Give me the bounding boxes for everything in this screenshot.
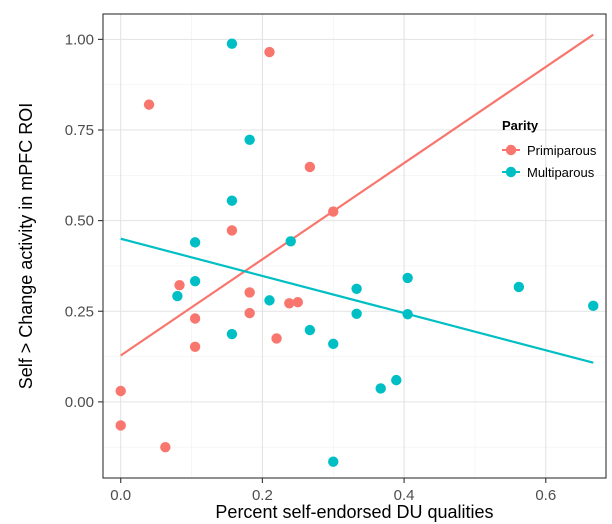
data-point-primiparous [115,420,126,431]
data-point-primiparous [160,441,171,453]
data-point-primiparous [244,287,255,298]
fit-lines [120,33,594,364]
legend: Parity Primiparous Multiparous [502,118,597,180]
fit-line-primiparous [120,33,594,357]
data-point-multiparous [244,134,255,145]
legend-title: Parity [502,118,539,133]
y-tick-label: 0.25 [65,303,94,320]
data-point-primiparous [284,298,295,309]
data-point-multiparous [328,456,339,467]
data-point-multiparous [189,275,201,287]
legend-item-primiparous: Primiparous [502,143,597,158]
data-points [115,38,599,467]
data-point-primiparous [115,385,126,397]
data-point-multiparous [285,236,296,247]
data-point-multiparous [351,283,362,294]
data-point-primiparous [271,333,282,344]
panel-border [102,13,607,479]
x-axis-title: Percent self-endorsed DU qualities [215,502,493,522]
data-point-multiparous [226,38,238,49]
data-point-multiparous [304,324,316,336]
y-axis-title: Self > Change activity in mPFC ROI [16,103,36,390]
data-point-primiparous [189,341,201,352]
legend-key-dot [505,166,517,178]
data-point-multiparous [588,300,599,312]
data-point-multiparous [189,237,201,248]
fit-line-multiparous [120,237,594,364]
data-point-multiparous [391,374,402,386]
y-tick-label: 0.75 [65,122,94,139]
y-tick-label: 1.00 [65,31,94,48]
data-point-primiparous [189,313,201,324]
data-point-multiparous [375,383,386,394]
x-tick-label: 0.6 [535,487,556,504]
data-point-multiparous [513,281,525,293]
x-tick-label: 0.0 [110,487,131,504]
data-point-multiparous [226,195,238,206]
data-point-primiparous [304,161,316,173]
x-tick-label: 0.2 [252,487,273,504]
y-tick-label: 0.00 [65,394,94,411]
data-point-primiparous [226,225,238,236]
data-point-primiparous [328,206,339,217]
y-tick-label: 0.50 [65,213,94,230]
axes: 0.0 0.2 0.4 0.6 0.00 0.25 0.50 0.75 1.00 [65,31,556,504]
legend-item-multiparous: Multiparous [502,165,595,180]
data-point-multiparous [328,338,339,350]
data-point-primiparous [264,46,275,58]
data-point-multiparous [402,308,413,320]
legend-label: Primiparous [527,143,597,158]
data-point-multiparous [226,328,238,340]
data-point-primiparous [143,99,155,110]
legend-key-dot [505,144,517,156]
data-point-primiparous [292,296,304,308]
legend-label: Multiparous [527,165,595,180]
data-point-multiparous [402,272,413,284]
data-point-primiparous [174,279,185,291]
data-point-multiparous [351,308,362,319]
data-point-multiparous [264,295,275,306]
x-tick-label: 0.4 [394,487,415,504]
grid [103,14,606,478]
data-point-primiparous [244,307,255,319]
data-point-multiparous [172,290,183,302]
